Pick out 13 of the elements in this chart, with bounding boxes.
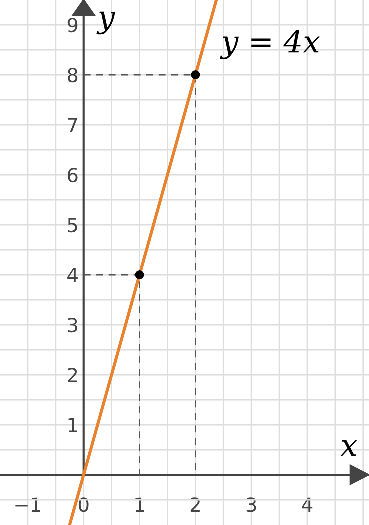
annotation: y = 4x — [220, 30, 320, 60]
y-tick-label: 6 — [68, 168, 78, 183]
y-axis-title: y — [96, 12, 116, 35]
y-tick-label: 7 — [68, 118, 78, 132]
x-tick-label: 3 — [246, 498, 256, 512]
y-tick-label: 8 — [68, 68, 78, 83]
y-tick-label: 9 — [68, 18, 78, 33]
y-tick-label: 2 — [68, 368, 78, 382]
x-axis-title: x — [340, 440, 358, 456]
y-tick-label: 1 — [68, 418, 78, 432]
y-tick-label: 5 — [68, 218, 78, 233]
y-tick-label: 4 — [68, 268, 78, 282]
y-tick-label: 3 — [68, 318, 78, 333]
